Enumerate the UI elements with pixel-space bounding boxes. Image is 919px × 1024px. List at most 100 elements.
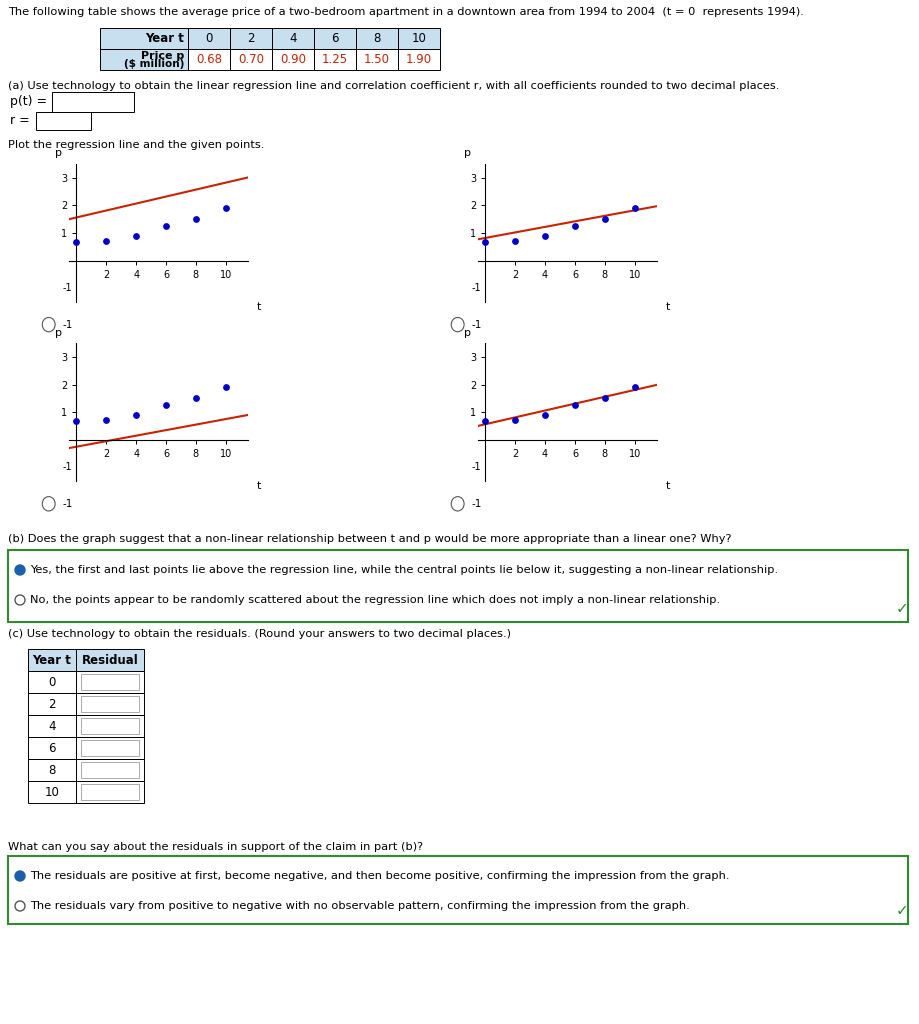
Text: What can you say about the residuals in support of the claim in part (b)?: What can you say about the residuals in … [8,842,423,852]
Bar [76,715,144,737]
Point [568,218,583,234]
Bar [188,49,230,70]
Point [188,390,203,407]
X-axis label: t: t [256,481,261,492]
Text: 1.90: 1.90 [406,53,432,66]
X-axis label: t: t [665,302,670,312]
X-axis label: t: t [665,481,670,492]
Text: Year t: Year t [145,32,184,45]
Text: 1.25: 1.25 [322,53,348,66]
Text: Residual: Residual [82,653,139,667]
Text: 0.70: 0.70 [238,53,264,66]
Text: ✓: ✓ [895,601,908,616]
Bar [28,737,76,759]
Point [129,407,143,423]
Bar [76,671,144,693]
Bar [8,856,908,924]
Bar [76,737,144,759]
Point [538,407,552,423]
Bar [314,28,356,49]
Bar [28,715,76,737]
Bar [272,28,314,49]
Bar [398,28,440,49]
Text: Yes, the first and last points lie above the regression line, while the central : Yes, the first and last points lie above… [30,565,778,575]
Point [219,379,233,395]
Point [69,413,84,429]
Bar [28,759,76,781]
Point [628,200,642,216]
Y-axis label: p: p [463,328,471,338]
Text: 10: 10 [412,32,426,45]
Bar [230,28,272,49]
Bar [52,92,134,112]
Bar [76,693,144,715]
Point [99,413,114,429]
Bar [8,550,908,622]
Text: (c) Use technology to obtain the residuals. (Round your answers to two decimal p: (c) Use technology to obtain the residua… [8,629,511,639]
Point [568,397,583,414]
Text: 4: 4 [49,720,56,732]
Point [478,413,493,429]
Bar [100,49,188,70]
Text: 2: 2 [247,32,255,45]
Bar [81,718,139,734]
Bar [356,28,398,49]
Bar [81,784,139,800]
Text: 0: 0 [49,676,56,688]
Point [188,211,203,227]
Text: Plot the regression line and the given points.: Plot the regression line and the given p… [8,140,265,150]
Bar [356,49,398,70]
Text: -1: -1 [62,499,74,509]
Text: 0.68: 0.68 [196,53,222,66]
Text: 0: 0 [205,32,212,45]
Text: -1: -1 [62,319,74,330]
Text: 8: 8 [49,764,56,776]
X-axis label: t: t [256,302,261,312]
Bar [188,28,230,49]
Point [159,218,174,234]
Text: (a) Use technology to obtain the linear regression line and correlation coeffici: (a) Use technology to obtain the linear … [8,81,779,91]
Text: 10: 10 [44,785,60,799]
Bar [28,781,76,803]
Bar [36,112,91,130]
Bar [230,49,272,70]
Text: 8: 8 [373,32,380,45]
Point [99,233,114,250]
Bar [81,674,139,690]
Text: 4: 4 [289,32,297,45]
Text: -1: -1 [471,319,482,330]
Bar [28,671,76,693]
Y-axis label: p: p [54,148,62,159]
Text: Price p: Price p [141,51,184,60]
Text: The residuals are positive at first, become negative, and then become positive, : The residuals are positive at first, bec… [30,871,730,881]
Text: 1.50: 1.50 [364,53,390,66]
Bar [81,740,139,756]
Bar [81,696,139,712]
Text: The following table shows the average price of a two-bedroom apartment in a down: The following table shows the average pr… [8,7,804,17]
Text: 0.90: 0.90 [280,53,306,66]
Point [159,397,174,414]
Bar [28,649,144,671]
Y-axis label: p: p [54,328,62,338]
Bar [398,49,440,70]
Text: r =: r = [10,115,29,128]
Bar [314,49,356,70]
Text: Year t: Year t [32,653,72,667]
Point [129,227,143,244]
Text: -1: -1 [62,463,72,472]
Point [478,233,493,250]
Point [538,227,552,244]
Text: -1: -1 [471,284,481,293]
Text: (b) Does the graph suggest that a non-linear relationship between t and p would : (b) Does the graph suggest that a non-li… [8,534,732,544]
Bar [100,28,188,49]
Text: 2: 2 [49,697,56,711]
Circle shape [15,565,25,575]
Point [508,233,523,250]
Text: ✓: ✓ [895,903,908,918]
Point [69,233,84,250]
Bar [81,762,139,778]
Bar [28,693,76,715]
Y-axis label: p: p [463,148,471,159]
Circle shape [15,871,25,881]
Text: The residuals vary from positive to negative with no observable pattern, confirm: The residuals vary from positive to nega… [30,901,690,911]
